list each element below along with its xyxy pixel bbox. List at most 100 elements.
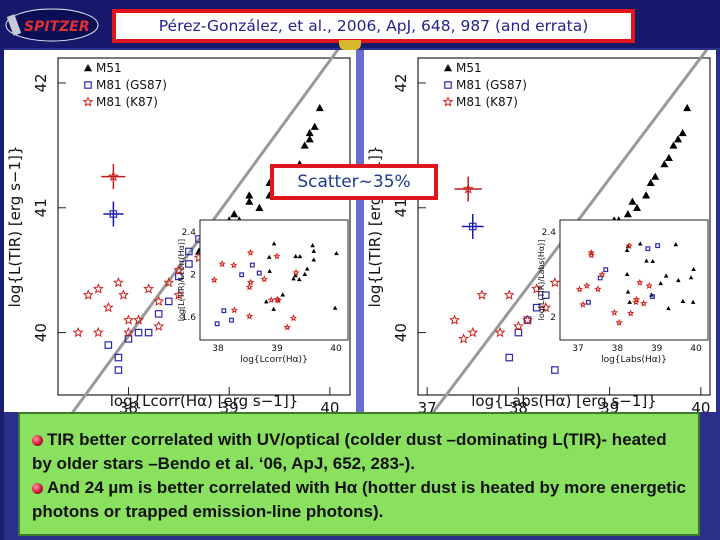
- data-point: [185, 260, 193, 268]
- decorative-tab: [339, 40, 361, 50]
- data-point: [123, 314, 134, 325]
- inset-data-point: [239, 272, 245, 278]
- inset-data-point: [273, 295, 281, 303]
- data-point: [678, 128, 687, 137]
- inset-data-point: [676, 278, 681, 283]
- data-point: [163, 276, 175, 288]
- data-point: [532, 303, 541, 312]
- inset-data-point: [283, 323, 291, 331]
- inset-data-point: [625, 241, 633, 249]
- inset-data-point: [625, 289, 631, 294]
- data-point: [245, 197, 254, 205]
- x-tick-label: 37: [418, 399, 437, 412]
- bullet-text-1: TIR better correlated with UV/optical (c…: [32, 430, 667, 473]
- panel-divider: [356, 50, 364, 412]
- data-point: [522, 314, 533, 325]
- inset-data-point: [229, 317, 234, 323]
- inset-data-point: [310, 243, 315, 248]
- inset-data-point: [293, 253, 298, 259]
- data-point: [133, 314, 144, 325]
- x-axis-label: log{Labs(Hα) [erg s−1]}: [471, 392, 657, 410]
- inset-data-point: [597, 275, 603, 281]
- inset-data-point: [246, 248, 255, 256]
- inset-data-point: [644, 258, 649, 263]
- data-point: [494, 326, 506, 338]
- inset-data-point: [655, 243, 661, 249]
- inset-data-point: [691, 266, 696, 272]
- data-point: [118, 289, 129, 300]
- left-scatter-plot: 38 39 40 40 41 42 log{Lcorr(Hα) [erg s−1]} log{…: [6, 32, 352, 434]
- summary-text-box: TIR better correlated with UV/optical (c…: [18, 412, 700, 536]
- red-bullet-icon: [32, 435, 43, 447]
- data-point: [112, 277, 124, 288]
- data-point: [82, 289, 94, 300]
- data-point: [628, 197, 637, 205]
- data-point: [230, 210, 239, 218]
- data-point: [514, 328, 523, 337]
- plot-frame: [57, 57, 351, 396]
- data-point: [512, 320, 524, 331]
- inset-data-point: [598, 270, 606, 278]
- inset-x-tick-label: 38: [212, 344, 224, 354]
- data-point: [669, 141, 678, 149]
- inset-data-point: [575, 285, 584, 293]
- legend-label: M81 (GS87): [96, 78, 167, 92]
- data-point: [551, 366, 559, 374]
- inset-data-point: [637, 241, 643, 246]
- data-point: [154, 310, 163, 318]
- spitzer-logo: SPITZER: [5, 8, 99, 42]
- inset-y-label: log[L(TIR)/Lcorr(Hα)]: [177, 239, 186, 321]
- inset-y-tick-label: 1.6: [182, 313, 197, 323]
- legend-label: M51: [456, 61, 482, 75]
- scatter-callout: Scatter~35%: [270, 164, 438, 200]
- inset-data-point: [587, 251, 596, 259]
- inset-data-point: [311, 248, 317, 253]
- inset-data-point: [658, 280, 663, 286]
- inset-data-point: [221, 308, 227, 314]
- data-point: [134, 328, 143, 337]
- data-point: [476, 289, 488, 300]
- data-point: [143, 283, 155, 294]
- inset-data-point: [666, 305, 671, 311]
- data-point: [467, 326, 479, 338]
- inset-data-point: [332, 305, 338, 310]
- inset-data-point: [273, 252, 281, 260]
- data-point: [503, 289, 515, 300]
- inset-data-point: [245, 283, 254, 291]
- legend-marker: [84, 81, 92, 89]
- inset-data-point: [210, 276, 218, 284]
- inset-data-point: [249, 262, 255, 268]
- error-point: [468, 222, 477, 231]
- inset-data-point: [627, 299, 632, 304]
- data-point: [541, 291, 550, 299]
- inset-data-point: [291, 276, 296, 281]
- data-point: [123, 326, 134, 338]
- inset-data-point: [246, 278, 255, 286]
- inset-data-point: [256, 270, 262, 276]
- data-point: [623, 210, 632, 218]
- legend-label: M81 (K87): [456, 95, 518, 109]
- y-tick-label: 41: [32, 198, 50, 217]
- inset-frame: [559, 219, 709, 341]
- legend-marker: [444, 81, 452, 89]
- data-point: [305, 135, 314, 143]
- inset-data-point: [663, 273, 669, 278]
- inset-x-tick-label: 40: [330, 344, 342, 354]
- legend-label: M81 (K87): [96, 95, 158, 109]
- data-point: [633, 203, 641, 211]
- right-scatter-plot: 37 38 39 40 40 41 42 log{Labs(Hα) [erg s−1]} log…: [366, 44, 712, 434]
- data-point: [458, 333, 470, 344]
- legend-label: M81 (GS87): [456, 78, 527, 92]
- inset-data-point: [650, 258, 656, 264]
- inset-data-point: [690, 299, 696, 304]
- svg-text:SPITZER: SPITZER: [24, 19, 90, 35]
- inset-data-point: [280, 292, 286, 297]
- inset-data-point: [640, 299, 648, 307]
- inset-data-point: [636, 278, 644, 286]
- inset-data-point: [304, 266, 310, 271]
- error-point: [462, 183, 474, 194]
- data-point: [114, 353, 123, 362]
- legend-label: M51: [96, 61, 122, 75]
- red-bullet-icon: [32, 483, 43, 495]
- inset-data-point: [645, 246, 651, 252]
